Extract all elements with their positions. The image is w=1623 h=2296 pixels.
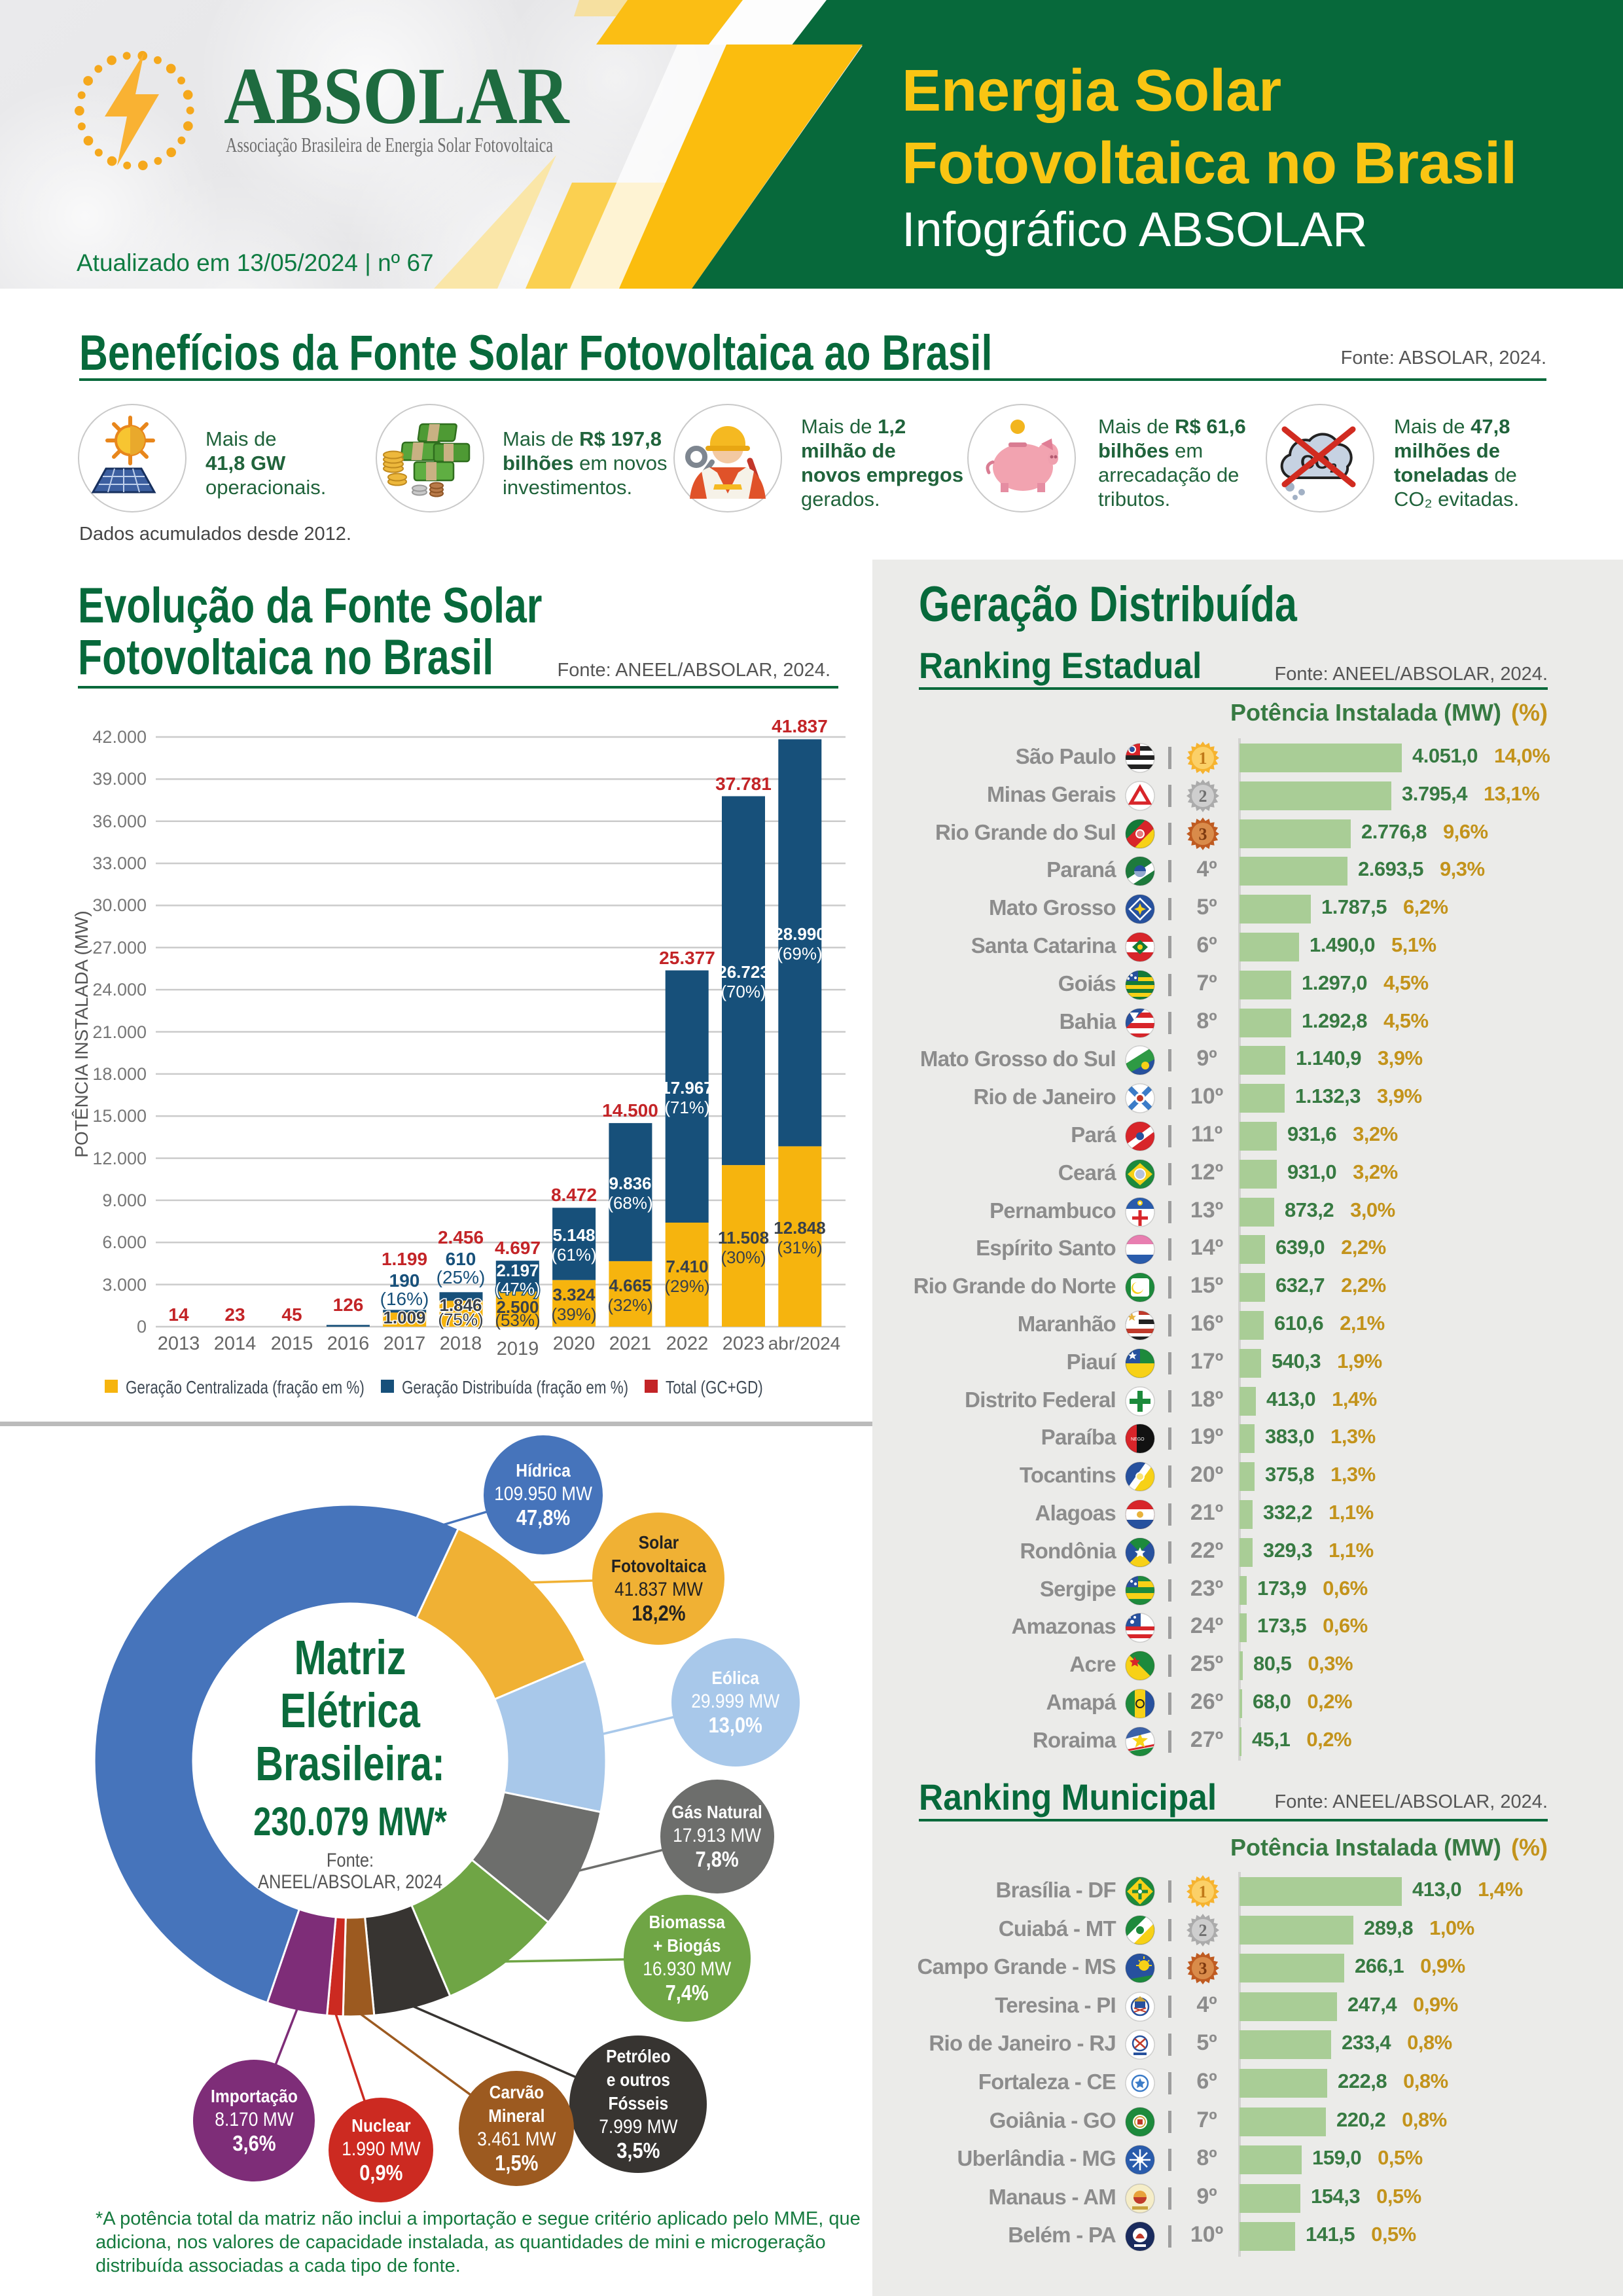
svg-text:4.665: 4.665 xyxy=(609,1276,651,1295)
svg-text:1: 1 xyxy=(1199,749,1207,768)
svg-text:2.456: 2.456 xyxy=(438,1227,484,1247)
svg-text:2016: 2016 xyxy=(327,1333,370,1354)
svg-text:(47%): (47%) xyxy=(495,1279,540,1299)
svg-text:2.197: 2.197 xyxy=(496,1261,539,1280)
svg-text:1.009: 1.009 xyxy=(383,1308,425,1327)
svg-text:2018: 2018 xyxy=(440,1333,482,1354)
svg-text:(53%): (53%) xyxy=(495,1310,540,1330)
svg-text:2: 2 xyxy=(1199,1921,1207,1940)
svg-text:18.000: 18.000 xyxy=(92,1064,147,1084)
svg-text:(25%): (25%) xyxy=(437,1267,486,1287)
svg-text:1.199: 1.199 xyxy=(382,1249,427,1269)
svg-text:126: 126 xyxy=(333,1295,364,1315)
svg-text:POTÊNCIA INSTALADA (MW): POTÊNCIA INSTALADA (MW) xyxy=(71,910,92,1158)
svg-text:(75%): (75%) xyxy=(438,1310,483,1329)
svg-text:(70%): (70%) xyxy=(721,982,766,1001)
svg-text:2021: 2021 xyxy=(609,1333,652,1354)
svg-text:28.990: 28.990 xyxy=(774,924,826,944)
svg-text:2.500: 2.500 xyxy=(496,1297,539,1317)
svg-text:(69%): (69%) xyxy=(777,944,822,963)
svg-text:7.410: 7.410 xyxy=(666,1257,708,1276)
svg-text:2019: 2019 xyxy=(497,1338,539,1359)
svg-text:3.000: 3.000 xyxy=(102,1275,147,1295)
svg-text:2014: 2014 xyxy=(214,1333,257,1354)
svg-text:12.848: 12.848 xyxy=(774,1218,826,1238)
svg-text:(31%): (31%) xyxy=(777,1238,822,1257)
svg-text:4.697: 4.697 xyxy=(495,1238,541,1258)
svg-text:39.000: 39.000 xyxy=(92,769,147,789)
svg-text:30.000: 30.000 xyxy=(92,895,147,915)
svg-text:190: 190 xyxy=(389,1270,420,1291)
svg-text:3: 3 xyxy=(1199,1959,1207,1978)
svg-text:37.781: 37.781 xyxy=(715,774,772,794)
svg-text:2015: 2015 xyxy=(271,1333,313,1354)
svg-text:27.000: 27.000 xyxy=(92,938,147,958)
svg-text:(39%): (39%) xyxy=(551,1304,596,1324)
svg-text:2022: 2022 xyxy=(666,1333,709,1354)
svg-text:(32%): (32%) xyxy=(607,1295,652,1315)
svg-text:26.723: 26.723 xyxy=(717,962,770,982)
svg-text:NEGO: NEGO xyxy=(1131,1437,1145,1442)
svg-text:11.508: 11.508 xyxy=(718,1228,769,1247)
svg-text:8.472: 8.472 xyxy=(551,1185,597,1205)
svg-text:1.846: 1.846 xyxy=(439,1295,482,1315)
svg-text:2017: 2017 xyxy=(383,1333,426,1354)
svg-text:36.000: 36.000 xyxy=(92,812,147,831)
svg-text:(71%): (71%) xyxy=(664,1098,709,1117)
svg-text:45: 45 xyxy=(281,1304,302,1325)
svg-text:42.000: 42.000 xyxy=(92,727,147,747)
svg-text:2: 2 xyxy=(1199,787,1207,806)
svg-text:2013: 2013 xyxy=(158,1333,200,1354)
svg-text:(68%): (68%) xyxy=(607,1193,652,1213)
svg-text:(30%): (30%) xyxy=(721,1247,766,1267)
svg-text:14: 14 xyxy=(168,1304,189,1325)
svg-text:9.000: 9.000 xyxy=(102,1191,147,1210)
svg-text:abr/2024: abr/2024 xyxy=(768,1333,841,1354)
svg-text:6.000: 6.000 xyxy=(102,1232,147,1252)
svg-text:5.148: 5.148 xyxy=(552,1225,595,1245)
svg-text:2020: 2020 xyxy=(553,1333,596,1354)
svg-text:21.000: 21.000 xyxy=(92,1022,147,1042)
svg-text:(29%): (29%) xyxy=(664,1276,709,1296)
svg-text:33.000: 33.000 xyxy=(92,853,147,873)
svg-text:0: 0 xyxy=(137,1317,147,1336)
svg-text:9.836: 9.836 xyxy=(609,1174,651,1193)
svg-text:3.324: 3.324 xyxy=(552,1285,596,1304)
svg-text:17.967: 17.967 xyxy=(661,1078,713,1098)
svg-text:24.000: 24.000 xyxy=(92,980,147,999)
svg-text:23: 23 xyxy=(224,1304,245,1325)
svg-text:2023: 2023 xyxy=(722,1333,765,1354)
svg-text:610: 610 xyxy=(446,1249,476,1269)
svg-text:3: 3 xyxy=(1199,825,1207,844)
svg-text:15.000: 15.000 xyxy=(92,1106,147,1126)
svg-text:(61%): (61%) xyxy=(551,1245,596,1265)
svg-text:14.500: 14.500 xyxy=(602,1100,658,1121)
svg-text:12.000: 12.000 xyxy=(92,1149,147,1168)
svg-text:1: 1 xyxy=(1199,1882,1207,1901)
svg-text:25.377: 25.377 xyxy=(659,948,715,968)
svg-text:41.837: 41.837 xyxy=(772,716,828,736)
svg-text:(16%): (16%) xyxy=(380,1289,429,1309)
